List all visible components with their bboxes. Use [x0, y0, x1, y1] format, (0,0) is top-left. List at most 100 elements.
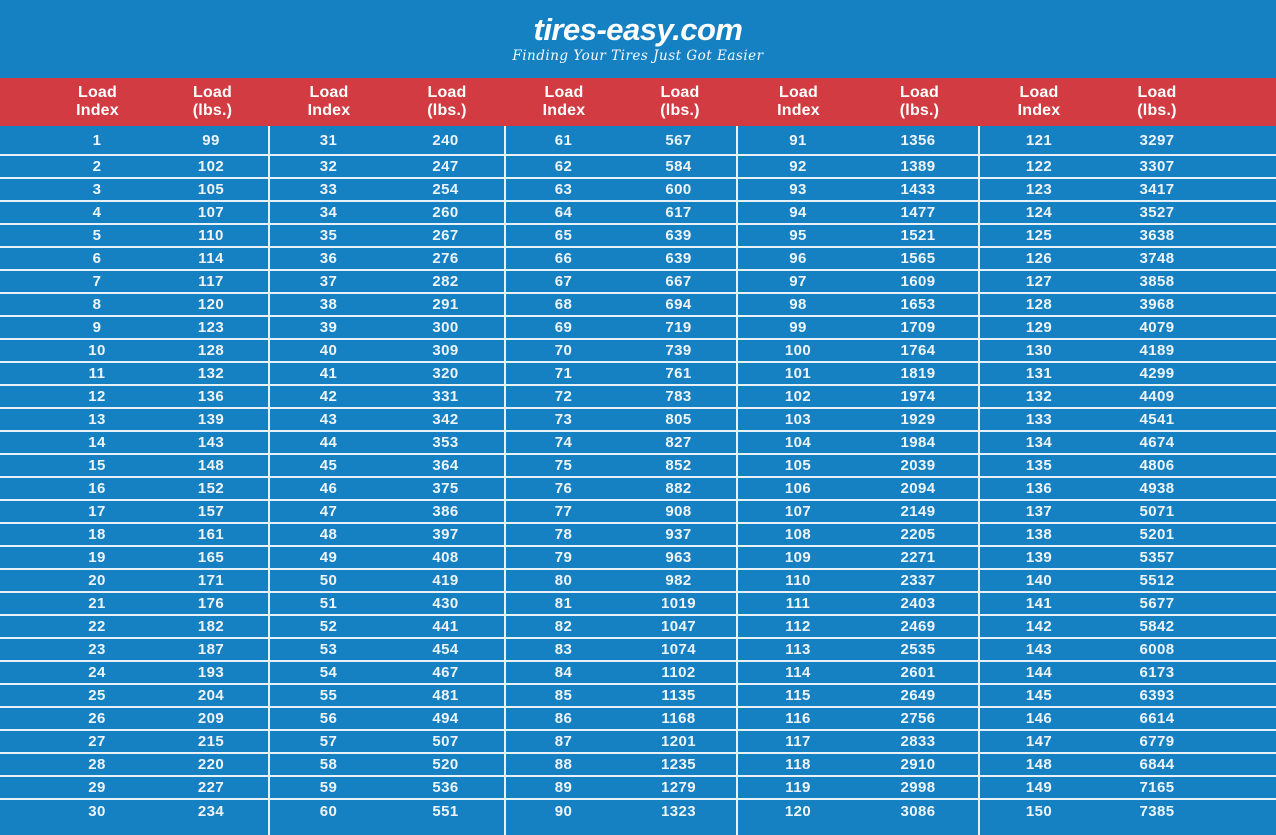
table-row: 6 114	[0, 248, 268, 271]
load-lbs-cell: 247	[432, 158, 459, 175]
load-lbs-cell: 2205	[900, 526, 936, 543]
load-index-cell: 35	[319, 227, 338, 244]
load-lbs-cell: 128	[197, 342, 225, 359]
load-index-cell: 26	[88, 710, 106, 727]
load-lbs-cell: 2535	[900, 641, 936, 658]
table-row: 137 5071	[980, 501, 1276, 524]
table-row: 146 6614	[980, 708, 1276, 731]
table-row: 70 739	[506, 340, 736, 363]
load-lbs-cell: 408	[432, 549, 459, 566]
load-index-cell: 147	[1025, 733, 1053, 750]
load-lbs-cell: 761	[665, 365, 692, 382]
load-lbs-cell: 5201	[1139, 526, 1175, 543]
load-lbs-cell: 105	[197, 181, 225, 198]
table-row: 24 193	[0, 662, 268, 685]
load-index-cell: 22	[88, 618, 106, 635]
load-lbs-cell: 320	[432, 365, 459, 382]
table-row: 2 102	[0, 156, 268, 179]
load-lbs-cell: 3297	[1139, 131, 1175, 149]
header-group: Load Index Load (lbs.)	[738, 78, 980, 126]
table-row: 150 7385	[980, 800, 1276, 823]
table-row: 99 1709	[738, 317, 978, 340]
load-lbs-cell: 617	[665, 204, 692, 221]
load-lbs-cell: 441	[432, 618, 459, 635]
load-index-cell: 28	[88, 756, 106, 773]
load-index-cell: 13	[88, 411, 106, 428]
load-index-cell: 54	[319, 664, 338, 681]
table-row: 65 639	[506, 225, 736, 248]
load-lbs-cell: 260	[432, 204, 459, 221]
load-lbs-cell: 204	[197, 687, 225, 704]
load-lbs-cell: 397	[432, 526, 459, 543]
load-lbs-cell: 882	[665, 480, 692, 497]
load-lbs-cell: 375	[432, 480, 459, 497]
load-index-cell: 14	[88, 434, 106, 451]
table-row: 143 6008	[980, 639, 1276, 662]
load-index-cell: 88	[554, 756, 573, 773]
load-lbs-cell: 291	[432, 296, 459, 313]
table-row: 61 567	[506, 126, 736, 156]
load-index-cell: 149	[1025, 779, 1053, 796]
load-lbs-cell: 507	[432, 733, 459, 750]
load-index-cell: 65	[554, 227, 573, 244]
load-lbs-cell: 139	[197, 411, 225, 428]
load-index-cell: 10	[88, 342, 106, 359]
load-lbs-cell: 1521	[900, 227, 936, 244]
table-row: 114 2601	[738, 662, 978, 685]
table-row: 78 937	[506, 524, 736, 547]
table-row: 92 1389	[738, 156, 978, 179]
table-row: 26 209	[0, 708, 268, 731]
load-lbs-cell: 353	[432, 434, 459, 451]
table-row: 77 908	[506, 501, 736, 524]
table-row: 75 852	[506, 455, 736, 478]
load-lbs-cell: 1929	[900, 411, 936, 428]
load-index-cell: 110	[785, 572, 811, 589]
load-index-cell: 99	[789, 319, 807, 336]
load-index-cell: 82	[554, 618, 573, 635]
table-row: 15 148	[0, 455, 268, 478]
table-row: 49 408	[270, 547, 504, 570]
load-lbs-cell: 694	[665, 296, 692, 313]
table-row: 93 1433	[738, 179, 978, 202]
load-index-cell: 108	[784, 526, 812, 543]
table-row: 36 276	[270, 248, 504, 271]
load-lbs-cell: 4189	[1139, 342, 1175, 359]
table-row: 136 4938	[980, 478, 1276, 501]
table-row: 108 2205	[738, 524, 978, 547]
load-lbs-cell: 364	[432, 457, 459, 474]
load-index-cell: 126	[1025, 250, 1053, 267]
table-row: 39 300	[270, 317, 504, 340]
table-row: 40 309	[270, 340, 504, 363]
load-lbs-cell: 2149	[900, 503, 936, 520]
table-row: 130 4189	[980, 340, 1276, 363]
load-index-cell: 61	[554, 131, 573, 149]
load-index-cell: 133	[1025, 411, 1053, 428]
load-index-cell: 132	[1025, 388, 1053, 405]
load-lbs-cell: 1984	[900, 434, 936, 451]
load-lbs-cell: 240	[432, 131, 459, 149]
load-index-cell: 80	[554, 572, 573, 589]
load-index-cell: 53	[319, 641, 338, 658]
load-lbs-cell: 331	[432, 388, 459, 405]
table-row: 115 2649	[738, 685, 978, 708]
table-row: 10 128	[0, 340, 268, 363]
load-lbs-cell: 227	[197, 779, 225, 796]
table-row: 38 291	[270, 294, 504, 317]
table-row: 76 882	[506, 478, 736, 501]
table-row: 142 5842	[980, 616, 1276, 639]
load-index-cell: 1	[92, 131, 102, 149]
load-index-cell: 146	[1025, 710, 1053, 727]
load-lbs-cell: 5677	[1139, 595, 1175, 612]
table-row: 132 4409	[980, 386, 1276, 409]
table-row: 18 161	[0, 524, 268, 547]
table-row: 31 240	[270, 126, 504, 156]
load-index-cell: 70	[554, 342, 573, 359]
load-lbs-cell: 1653	[900, 296, 936, 313]
load-lbs-cell: 7385	[1139, 803, 1175, 820]
load-lbs-cell: 1819	[900, 365, 936, 382]
load-index-cell: 85	[554, 687, 573, 704]
load-index-cell: 29	[88, 779, 106, 796]
table-row: 117 2833	[738, 731, 978, 754]
load-lbs-cell: 937	[665, 526, 692, 543]
load-index-cell: 135	[1025, 457, 1053, 474]
